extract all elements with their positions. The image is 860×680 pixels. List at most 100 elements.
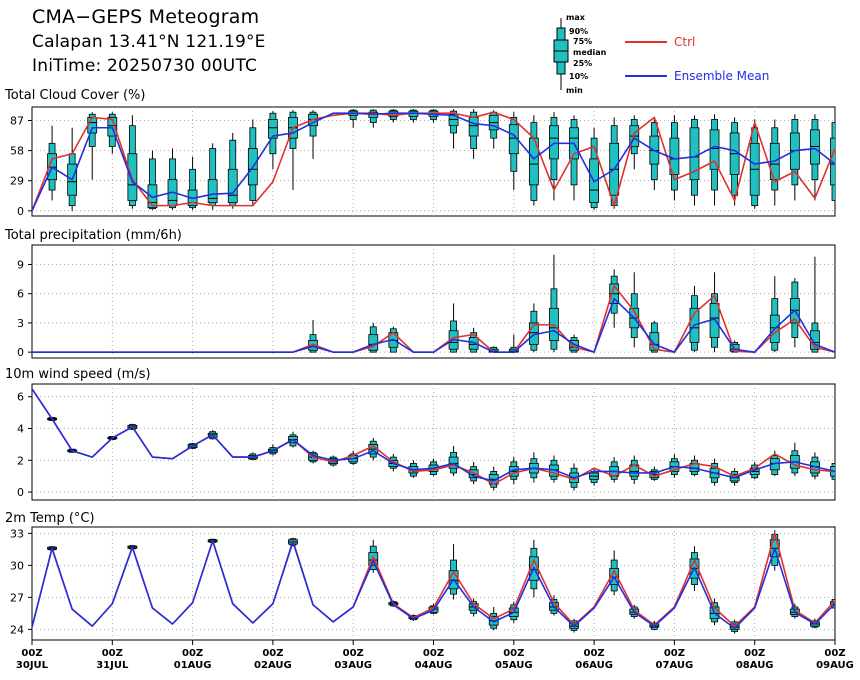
legend-mean-label: Ensemble Mean (674, 69, 769, 83)
ensemble-box (629, 272, 640, 348)
x-tick-date: 05AUG (495, 660, 533, 671)
box-p25-p75 (127, 153, 138, 201)
ensemble-box (609, 550, 620, 596)
panel-title: Total Cloud Cover (%) (4, 88, 145, 103)
ensemble-box (167, 148, 178, 210)
ensemble-mean-line (32, 112, 835, 212)
ensemble-boxes (47, 109, 835, 211)
ensemble-box (508, 112, 519, 191)
x-tick-hour: 00Z (423, 648, 444, 659)
ensemble-box (308, 110, 318, 159)
ensemble-box (549, 112, 559, 201)
box-legend-key: max 90% 75% median 25% 10% min (553, 13, 607, 95)
series-legend: Ctrl Ensemble Mean (625, 35, 769, 83)
ensemble-box (810, 114, 820, 201)
x-tick-hour: 00Z (584, 648, 605, 659)
ensemble-box (789, 442, 800, 477)
meteogram-title: CMA−GEPS Meteogram (32, 6, 260, 28)
y-tick-label: 4 (17, 422, 24, 435)
ensemble-box (528, 303, 539, 353)
ensemble-box (589, 127, 599, 210)
ensemble-box (288, 110, 298, 191)
ensemble-box (127, 115, 138, 209)
x-tick-hour: 00Z (21, 648, 42, 659)
x-tick-date: 04AUG (415, 660, 453, 671)
y-tick-label: 9 (17, 258, 24, 271)
box-p25-p75 (468, 116, 479, 137)
y-tick-label: 24 (10, 623, 24, 636)
ensemble-box (709, 114, 720, 206)
ensemble-box (729, 117, 740, 206)
y-tick-label: 6 (17, 288, 24, 301)
panel-title: 10m wind speed (m/s) (5, 367, 151, 382)
box-p25-p75 (448, 113, 459, 127)
box-key-p10: 10% (569, 72, 588, 81)
legend-ctrl-label: Ctrl (674, 35, 695, 49)
panel-title: 2m Temp (°C) (5, 511, 95, 526)
y-tick-label: 0 (17, 346, 24, 359)
box-p25-p75 (87, 116, 98, 134)
x-tick-hour: 00Z (102, 648, 123, 659)
panel-4: 2m Temp (°C) 24 27 30 33 (5, 511, 836, 641)
init-time-label: IniTime: 20250730 00UTC (32, 56, 258, 76)
box-key-p75: 75% (573, 37, 592, 46)
x-tick-date: 06AUG (575, 660, 613, 671)
x-tick-hour: 00Z (182, 648, 203, 659)
x-tick-date: 08AUG (736, 660, 774, 671)
y-tick-label: 27 (10, 591, 24, 604)
x-tick-hour: 00Z (503, 648, 524, 659)
ensemble-box (227, 132, 238, 209)
ensemble-box (769, 119, 780, 206)
y-tick-label: 87 (10, 114, 24, 127)
x-tick-date: 30JUL (16, 660, 49, 671)
ensemble-box (629, 455, 640, 485)
ensemble-box (549, 254, 559, 353)
panel-1: Total Cloud Cover (%) 0 29 58 87 (4, 88, 836, 218)
box-key-max: max (566, 13, 586, 22)
box-p25-p75 (810, 129, 820, 165)
ensemble-box (448, 109, 459, 149)
y-tick-label: 29 (10, 175, 24, 188)
ensemble-box (448, 303, 459, 353)
y-tick-label: 30 (10, 559, 24, 572)
box-key-p25: 25% (573, 59, 592, 68)
y-tick-label: 0 (17, 205, 24, 218)
panel-2: Total precipitation (mm/6h) 0 3 6 9 (4, 228, 836, 359)
box-p25-p75 (549, 125, 559, 160)
box-p25-p75 (267, 119, 278, 139)
ensemble-box (629, 115, 640, 170)
panel-title: Total precipitation (mm/6h) (4, 228, 182, 243)
ensemble-box (528, 115, 539, 206)
x-tick-date: 31JUL (96, 660, 129, 671)
y-tick-label: 2 (17, 454, 24, 467)
ensemble-mean-line (32, 297, 835, 353)
ensemble-box (689, 115, 700, 206)
location-label: Calapan 13.41°N 121.19°E (32, 32, 266, 52)
ensemble-box (47, 125, 57, 201)
ensemble-box (348, 109, 359, 128)
ensemble-mean-line (32, 388, 835, 482)
box-key-median: median (573, 48, 607, 57)
box-p25-p75 (107, 116, 118, 137)
box-p10-p90 (149, 158, 156, 210)
x-tick-hour: 00Z (744, 648, 765, 659)
ensemble-box (609, 457, 620, 483)
ensemble-box (789, 114, 800, 201)
ensemble-box (468, 327, 479, 353)
x-tick-hour: 00Z (664, 648, 685, 659)
time-axis: 00Z30JUL00Z31JUL00Z01AUG00Z02AUG00Z03AUG… (16, 640, 854, 671)
ensemble-box (207, 143, 218, 210)
x-tick-hour: 00Z (824, 648, 845, 659)
x-tick-hour: 00Z (262, 648, 283, 659)
box-p25-p75 (227, 168, 238, 203)
ensemble-box (67, 127, 78, 211)
x-tick-date: 09AUG (816, 660, 854, 671)
ensemble-box (769, 276, 780, 353)
box-p25-p75 (468, 337, 479, 350)
ctrl-line (32, 111, 835, 212)
box-p10-p90 (189, 168, 197, 209)
panel-3: 10m wind speed (m/s) 0 2 4 6 (5, 367, 836, 501)
box-key-p90: 90% (569, 27, 588, 36)
ensemble-box (368, 109, 379, 128)
